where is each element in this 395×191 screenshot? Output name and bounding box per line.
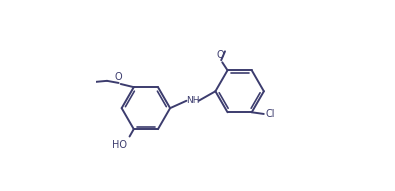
Text: HO: HO — [113, 140, 128, 150]
Text: O: O — [115, 72, 122, 82]
Text: O: O — [217, 49, 225, 60]
Text: NH: NH — [186, 96, 199, 105]
Text: Cl: Cl — [266, 109, 275, 119]
